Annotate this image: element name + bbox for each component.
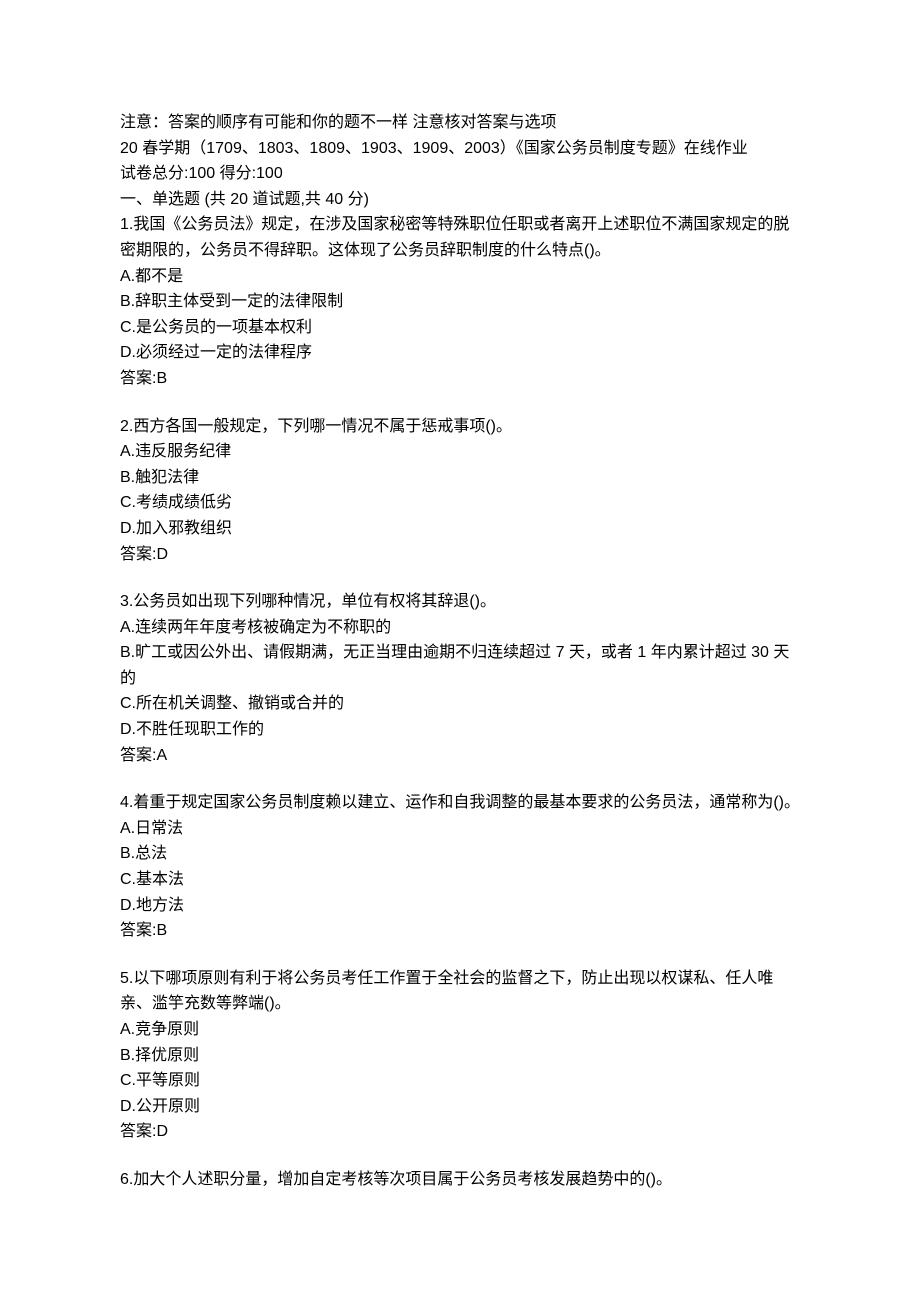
question-number: 4. <box>120 794 133 811</box>
option: A.日常法 <box>120 816 800 842</box>
option: A.连续两年年度考核被确定为不称职的 <box>120 615 800 641</box>
option: B.择优原则 <box>120 1043 800 1069</box>
score-line: 试卷总分:100 得分:100 <box>120 161 800 187</box>
option: D.地方法 <box>120 893 800 919</box>
option: D.公开原则 <box>120 1094 800 1120</box>
answer-line: 答案:B <box>120 366 800 392</box>
answer-line: 答案:B <box>120 918 800 944</box>
option: B.辞职主体受到一定的法律限制 <box>120 289 800 315</box>
option: A.违反服务纪律 <box>120 439 800 465</box>
option: D.必须经过一定的法律程序 <box>120 340 800 366</box>
answer-line: 答案:D <box>120 542 800 568</box>
option: C.基本法 <box>120 867 800 893</box>
answer-prefix: 答案: <box>120 370 156 387</box>
question-text: 公务员如出现下列哪种情况，单位有权将其辞退()。 <box>133 593 496 610</box>
answer-value: B <box>156 370 167 387</box>
option: C.是公务员的一项基本权利 <box>120 315 800 341</box>
answer-line: 答案:A <box>120 743 800 769</box>
exam-page: 注意：答案的顺序有可能和你的题不一样 注意核对答案与选项 20 春学期（1709… <box>0 0 920 1302</box>
option: C.考绩成绩低劣 <box>120 490 800 516</box>
question-text: 着重于规定国家公务员制度赖以建立、运作和自我调整的最基本要求的公务员法，通常称为… <box>133 794 800 811</box>
answer-prefix: 答案: <box>120 922 156 939</box>
question-stem: 2.西方各国一般规定，下列哪一情况不属于惩戒事项()。 <box>120 414 800 440</box>
question-text: 加大个人述职分量，增加自定考核等次项目属于公务员考核发展趋势中的()。 <box>133 1171 672 1188</box>
section-heading: 一、单选题 (共 20 道试题,共 40 分) <box>120 187 800 213</box>
option: C.所在机关调整、撤销或合并的 <box>120 691 800 717</box>
question-stem: 6.加大个人述职分量，增加自定考核等次项目属于公务员考核发展趋势中的()。 <box>120 1167 800 1193</box>
option: C.平等原则 <box>120 1068 800 1094</box>
question-text: 我国《公务员法》规定，在涉及国家秘密等特殊职位任职或者离开上述职位不满国家规定的… <box>120 216 789 259</box>
option: D.不胜任现职工作的 <box>120 717 800 743</box>
option: D.加入邪教组织 <box>120 516 800 542</box>
question-number: 1. <box>120 216 133 233</box>
answer-prefix: 答案: <box>120 1123 156 1140</box>
question-stem: 1.我国《公务员法》规定，在涉及国家秘密等特殊职位任职或者离开上述职位不满国家规… <box>120 212 800 263</box>
answer-value: D <box>156 1123 168 1140</box>
question-stem: 4.着重于规定国家公务员制度赖以建立、运作和自我调整的最基本要求的公务员法，通常… <box>120 790 800 816</box>
question-number: 6. <box>120 1171 133 1188</box>
answer-prefix: 答案: <box>120 747 156 764</box>
option: B.触犯法律 <box>120 465 800 491</box>
question-text: 西方各国一般规定，下列哪一情况不属于惩戒事项()。 <box>133 418 512 435</box>
question-number: 2. <box>120 418 133 435</box>
option: B.总法 <box>120 841 800 867</box>
answer-value: D <box>156 546 168 563</box>
option: A.都不是 <box>120 264 800 290</box>
question-text: 以下哪项原则有利于将公务员考任工作置于全社会的监督之下，防止出现以权谋私、任人唯… <box>120 970 773 1013</box>
answer-line: 答案:D <box>120 1119 800 1145</box>
option: B.旷工或因公外出、请假期满，无正当理由逾期不归连续超过 7 天，或者 1 年内… <box>120 640 800 691</box>
notice-line: 注意：答案的顺序有可能和你的题不一样 注意核对答案与选项 <box>120 110 800 136</box>
question-number: 5. <box>120 970 133 987</box>
option: A.竞争原则 <box>120 1017 800 1043</box>
answer-value: A <box>156 747 167 764</box>
question-number: 3. <box>120 593 133 610</box>
answer-prefix: 答案: <box>120 546 156 563</box>
question-stem: 5.以下哪项原则有利于将公务员考任工作置于全社会的监督之下，防止出现以权谋私、任… <box>120 966 800 1017</box>
title-line: 20 春学期（1709、1803、1809、1903、1909、2003）《国家… <box>120 136 800 162</box>
question-stem: 3.公务员如出现下列哪种情况，单位有权将其辞退()。 <box>120 589 800 615</box>
answer-value: B <box>156 922 167 939</box>
